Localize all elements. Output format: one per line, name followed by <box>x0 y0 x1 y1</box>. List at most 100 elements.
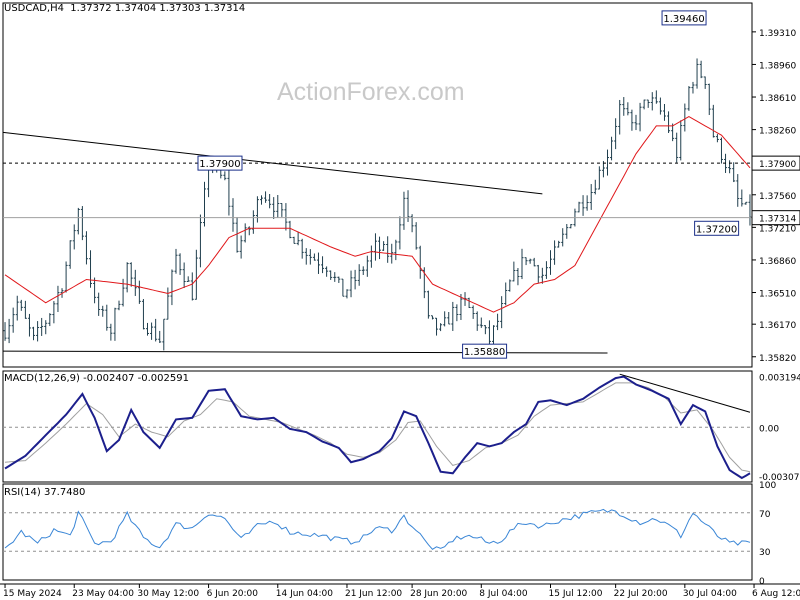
candle <box>150 322 154 340</box>
candle <box>202 181 206 227</box>
candle <box>577 201 581 213</box>
level-marker-box <box>751 155 800 171</box>
candle <box>516 268 520 286</box>
candle <box>447 311 451 325</box>
price-marker-box <box>751 210 800 226</box>
candle <box>365 255 369 277</box>
candle <box>308 249 312 265</box>
candle <box>378 236 382 260</box>
macd-tick-label: 0.00 <box>759 424 779 434</box>
candle <box>630 109 634 131</box>
candle <box>479 317 483 328</box>
candle <box>15 295 19 321</box>
candle <box>101 305 105 317</box>
candle <box>487 320 491 348</box>
candle <box>703 76 707 89</box>
time-tick-label: 30 Jul 04:00 <box>683 589 737 599</box>
candle <box>72 224 76 250</box>
time-tick-label: 14 Jun 04:00 <box>276 589 333 599</box>
candle <box>544 261 548 279</box>
candle <box>174 248 178 274</box>
candle <box>638 102 642 132</box>
candle <box>170 269 174 306</box>
candle <box>430 315 434 320</box>
candle <box>744 201 748 205</box>
candle <box>654 90 658 104</box>
candle <box>64 261 68 293</box>
candle <box>426 290 430 319</box>
candle <box>687 86 691 111</box>
candle <box>418 245 422 279</box>
macd-trendline <box>619 373 751 413</box>
candle <box>455 304 459 322</box>
candle <box>44 320 48 335</box>
candle <box>316 252 320 274</box>
candle <box>154 318 158 342</box>
level-marker: 1.37900 <box>759 160 796 170</box>
candle <box>715 134 719 143</box>
candle <box>512 261 516 282</box>
candle <box>610 136 614 161</box>
price-pane-frame <box>2 2 753 368</box>
price-tick-label: 1.36170 <box>759 321 796 331</box>
candle <box>683 103 687 132</box>
candle <box>231 198 235 232</box>
candle <box>671 123 675 142</box>
candle <box>27 313 31 337</box>
candle <box>435 317 439 336</box>
candle <box>239 235 243 259</box>
candle <box>121 278 125 307</box>
candle <box>581 195 585 216</box>
candle <box>439 323 443 332</box>
candle <box>40 317 44 336</box>
candle <box>129 262 133 287</box>
candle <box>268 193 272 209</box>
candle <box>414 222 418 250</box>
time-tick-label: 21 Jun 12:00 <box>345 589 402 599</box>
candle <box>329 270 333 280</box>
rsi-tick-label: 70 <box>759 510 771 520</box>
candle <box>451 301 455 331</box>
candle <box>89 250 93 288</box>
candle <box>699 60 703 79</box>
candle <box>166 287 170 320</box>
candle <box>496 313 500 331</box>
candle <box>500 296 504 329</box>
candle <box>557 240 561 248</box>
annotation-box <box>197 155 243 171</box>
candle <box>508 279 512 292</box>
candle <box>194 249 198 300</box>
candle <box>471 305 475 319</box>
rsi-line <box>4 508 751 550</box>
candle <box>357 264 361 286</box>
price-tick-label: 1.35820 <box>759 354 796 364</box>
candle <box>113 307 117 341</box>
time-tick-label: 28 Jun 20:00 <box>410 589 467 599</box>
candle <box>56 285 60 313</box>
trendline-2 <box>2 350 608 354</box>
price-tick-label: 1.38610 <box>759 94 796 104</box>
candle <box>402 191 406 230</box>
candle <box>732 162 736 183</box>
candle <box>524 257 528 266</box>
candle <box>133 269 137 296</box>
candle <box>182 262 186 289</box>
candle <box>667 111 671 133</box>
time-tick-label: 6 Jun 20:00 <box>207 589 259 599</box>
candle <box>406 190 410 222</box>
symbol-header: USDCAD,H4 1.37372 1.37404 1.37303 1.3731… <box>4 3 246 14</box>
candle <box>255 196 259 223</box>
candle <box>549 250 553 275</box>
candle <box>137 280 141 304</box>
candle <box>353 269 357 290</box>
candle <box>569 223 573 229</box>
candle <box>618 99 622 135</box>
macd-tick-label: 0.003194 <box>759 374 800 384</box>
annotation-box <box>694 220 740 236</box>
candle <box>345 289 349 299</box>
candle <box>264 191 268 203</box>
candle <box>3 322 7 341</box>
macd-header: MACD(12,26,9) -0.002407 -0.002591 <box>4 373 189 384</box>
candle <box>728 160 732 174</box>
candle <box>276 195 280 218</box>
